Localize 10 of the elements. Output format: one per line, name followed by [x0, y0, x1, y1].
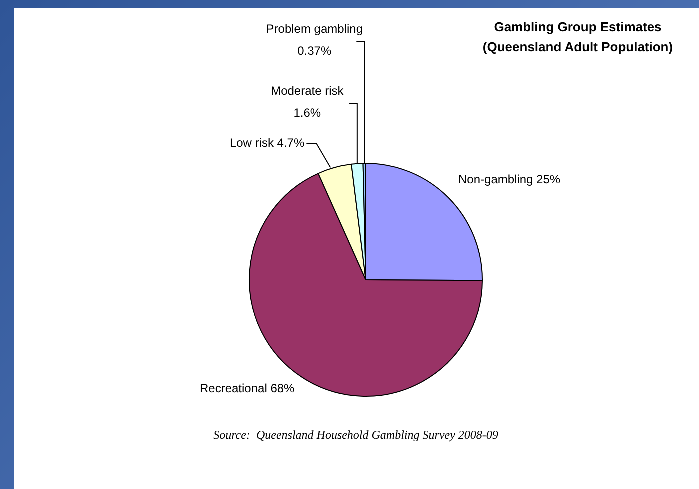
slice-label: Low risk 4.7% [230, 136, 305, 150]
slice-label: Recreational 68% [200, 382, 296, 396]
slice-label: Problem gambling [266, 22, 363, 36]
data-label: 0.37% [298, 44, 332, 58]
chart-title: Gambling Group Estimates [494, 20, 662, 35]
slice-label: Moderate risk [271, 84, 345, 98]
source-note: Source: Queensland Household Gambling Survey 2008-09 [214, 428, 498, 442]
data-label: 1.6% [294, 106, 322, 120]
text: (Queensland Adult Population) [482, 40, 674, 55]
slice-label: Non-gambling 25% [458, 172, 561, 186]
